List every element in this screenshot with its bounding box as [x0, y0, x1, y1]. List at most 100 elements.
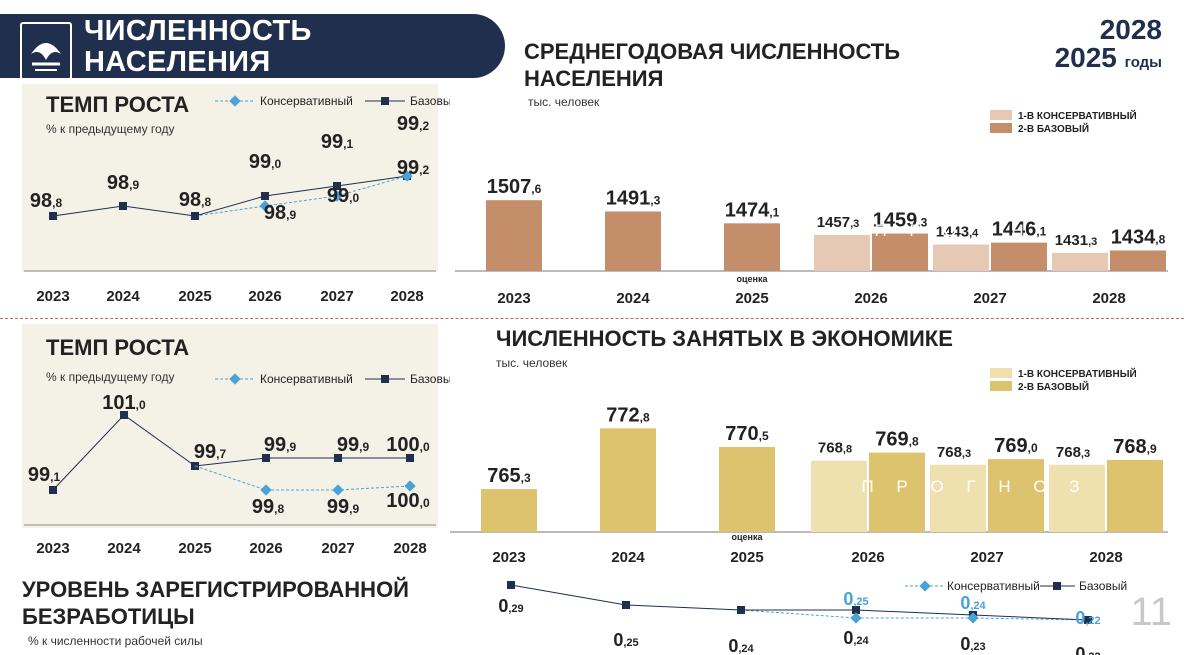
value-base: 1434,8: [1111, 226, 1166, 248]
label-base-2026: 99,9: [264, 434, 297, 456]
legend-base-label: Базовый: [410, 372, 450, 386]
series-conservative-line: [194, 465, 411, 491]
base-point: [49, 212, 57, 220]
legend-conservative-label: Консервативный: [260, 372, 353, 386]
legend-conservative-label: 1-В КОНСЕРВАТИВНЫЙ: [1018, 109, 1137, 122]
value-base: 0,22: [1075, 644, 1100, 655]
bar-base: [486, 200, 542, 271]
legend-conservative-label: Консервативный: [947, 579, 1040, 593]
value-base: 770,5: [725, 423, 769, 445]
population-chart-title: СРЕДНЕГОДОВАЯ ЧИСЛЕННОСТЬ НАСЕЛЕНИЯ: [524, 39, 901, 91]
value-base: 1491,3: [606, 187, 661, 209]
x-tick-label: 2027: [973, 290, 1006, 307]
bar-conservative: [1049, 464, 1105, 532]
employment-rate-subtitle: % к предыдущему году: [46, 370, 175, 384]
value-base: 1446,1: [992, 219, 1047, 241]
value-conservative: 768,8: [818, 440, 852, 457]
period-suffix: годы: [1124, 54, 1162, 71]
value-conservative: 768,3: [937, 444, 971, 461]
bar-base: [869, 452, 925, 532]
section-divider: [0, 318, 1184, 319]
conservative-point: [850, 612, 862, 624]
unemployment-subtitle: % к численности рабочей силы: [28, 634, 203, 648]
base-point: [333, 182, 341, 190]
base-point: [1084, 616, 1092, 624]
bar-conservative: [930, 464, 986, 532]
base-point: [261, 192, 269, 200]
label-cons-2026: 98,9: [264, 202, 297, 224]
label-base-2027: 99,9: [337, 434, 370, 456]
value-conservative: 1443,4: [936, 224, 979, 241]
x-tick-label: 2026: [851, 549, 884, 566]
x-tick-label: 2023: [36, 288, 69, 305]
label-2023: 99,1: [28, 464, 61, 486]
value-conservative: 768,3: [1056, 444, 1090, 461]
x-tick-label: 2024: [611, 549, 645, 566]
x-tick-label: 2028: [1092, 290, 1125, 307]
x-tick-label: 2025: [178, 540, 211, 557]
value-conservative: 0,25: [843, 589, 868, 609]
unemployment-title: УРОВЕНЬ ЗАРЕГИСТРИРОВАННОЙ БЕЗРАБОТИЦЫ: [22, 577, 409, 629]
bar-base: [600, 428, 656, 532]
value-conservative: 0,24: [960, 593, 986, 613]
x-tick-label: 2028: [1089, 549, 1122, 566]
legend-base-label: 2-В БАЗОВЫЙ: [1018, 380, 1089, 393]
page-number: 11: [1130, 590, 1172, 634]
label-cons-2027: 99,0: [327, 185, 360, 207]
legend-conservative-marker: [229, 373, 241, 385]
bar-base: [724, 223, 780, 271]
value-base: 0,24: [843, 628, 869, 648]
base-point: [119, 202, 127, 210]
legend-conservative-label: Консервативный: [260, 94, 353, 108]
x-tick-label: 2026: [249, 540, 282, 557]
bar-base: [991, 242, 1047, 271]
value-base: 769,8: [875, 429, 919, 451]
series-base-line: [52, 414, 410, 491]
forecast-label: П Р О Г Н О З: [874, 221, 1101, 240]
label-base-2028: 99,2: [397, 113, 430, 135]
bar-base: [719, 446, 775, 532]
period-start-year: 2025: [1054, 42, 1117, 73]
unemployment-chart: Консервативный Базовый 0,29 0,25 0,24 0,24 0,2…: [498, 579, 1127, 655]
value-conservative: 1431,3: [1055, 232, 1098, 249]
population-rate-chart: Консервативный Базовый 98,8 98,9 98,8 99,0 98,…: [24, 94, 450, 305]
label-2023: 98,8: [30, 190, 63, 212]
conservative-point: [332, 484, 344, 496]
forecast-label: П Р О Г Н О З: [861, 477, 1088, 496]
period-end-year: 2028: [1099, 14, 1162, 45]
x-tick-label: 2028: [390, 288, 423, 305]
x-tick-label: 2023: [36, 540, 69, 557]
x-tick-label: 2023: [492, 549, 525, 566]
label-2024: 101,0: [102, 392, 146, 414]
employment-unit: тыс. человек: [496, 356, 568, 370]
base-point: [120, 411, 128, 419]
bar-conservative: [811, 460, 867, 532]
x-tick-label: 2024: [107, 540, 141, 557]
value-conservative: 0,22: [1075, 608, 1100, 628]
x-tick-label: 2027: [320, 288, 353, 305]
value-base: 768,9: [1113, 436, 1157, 458]
value-conservative: 1457,3: [817, 214, 860, 231]
legend-base-swatch: [990, 123, 1012, 133]
bar-conservative: [814, 234, 870, 271]
x-tick-label: 2028: [393, 540, 426, 557]
x-tick-label: 2024: [616, 290, 650, 307]
value-base: 772,8: [606, 404, 650, 426]
value-base: 0,23: [960, 634, 985, 654]
x-tick-label: 2024: [106, 288, 140, 305]
label-cons-2027: 99,9: [327, 496, 360, 518]
bar-conservative: [1052, 252, 1108, 271]
legend-base-marker: [1053, 582, 1061, 590]
coat-of-arms-icon: [20, 22, 72, 80]
value-base: 1507,6: [487, 176, 542, 198]
population-rate-panel: [22, 84, 438, 272]
value-base: 0,24: [728, 636, 754, 655]
legend-conservative-swatch: [990, 368, 1012, 378]
value-base: 1459,3: [873, 210, 928, 232]
x-tick-label: 2025: [735, 290, 768, 307]
label-cons-2026: 99,8: [252, 496, 285, 518]
conservative-point: [404, 480, 416, 492]
value-base: 769,0: [994, 435, 1038, 457]
